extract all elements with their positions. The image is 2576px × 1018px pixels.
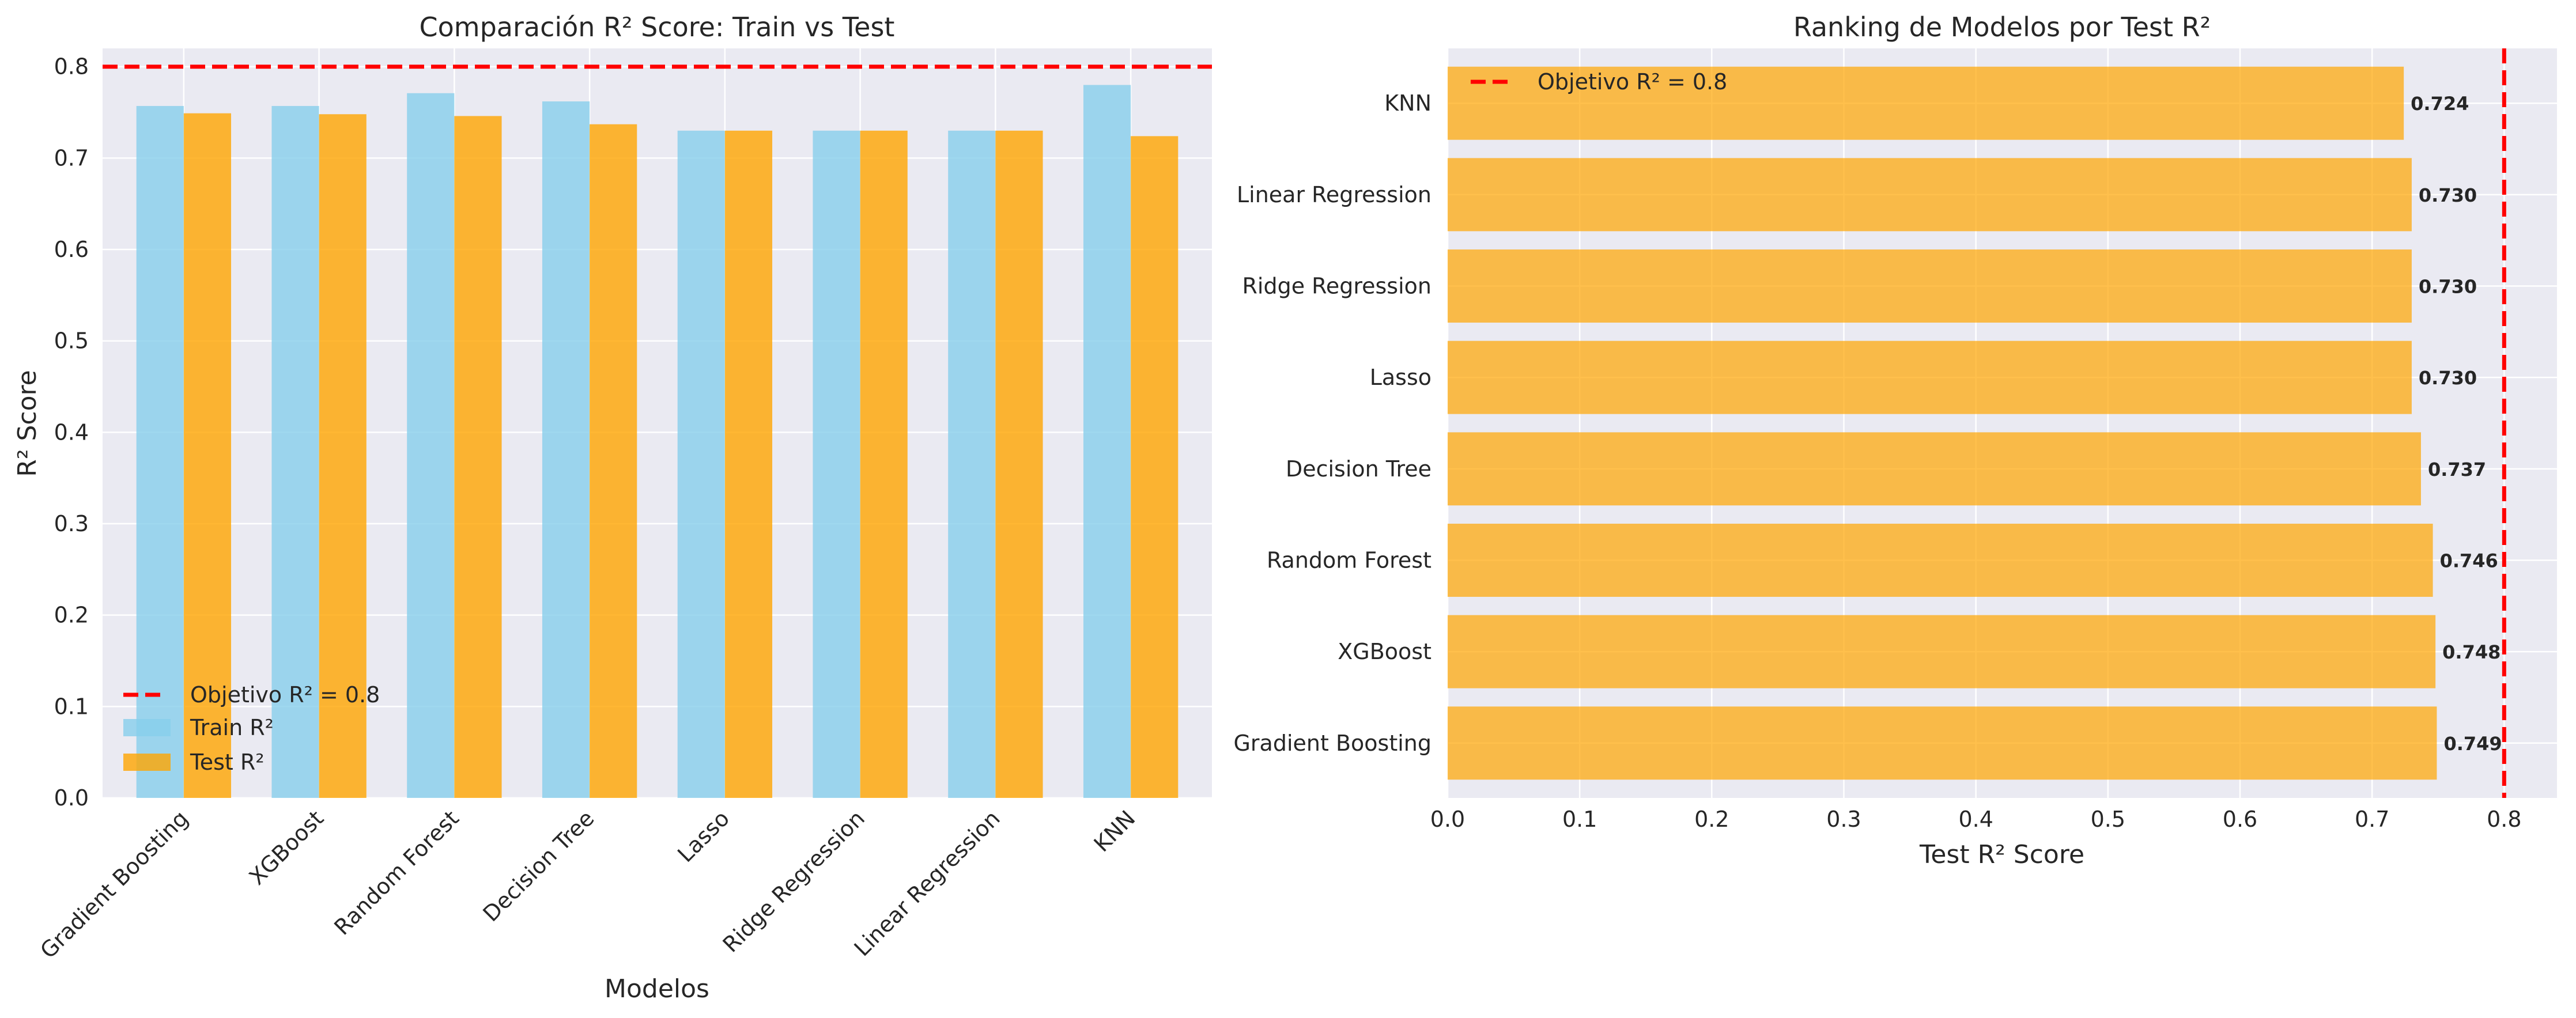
x-axis-label: Test R² Score [1919, 840, 2084, 869]
x-tick-label: Linear Regression [849, 805, 1005, 961]
x-tick-labels: Gradient Boosting XGBoost Random Forest Dec… [35, 805, 1140, 963]
y-tick-label: KNN [1384, 90, 1431, 116]
bar-linear-regression [1448, 158, 2412, 232]
value-label: 0.749 [2443, 733, 2502, 755]
bar-xgboost [1448, 615, 2436, 688]
x-tick-label: Ridge Regression [718, 805, 870, 957]
value-label: 0.746 [2440, 550, 2498, 572]
x-tick-label: 0.7 [2355, 807, 2389, 832]
value-labels: 0.749 0.748 0.746 0.737 0.730 0.730 0.730 0.724 [2411, 93, 2502, 755]
x-tick-label: 0.6 [2223, 807, 2257, 832]
bar-test-r-xgboost [319, 114, 367, 798]
y-tick-labels: Gradient Boosting XGBoost Random Forest Dec… [1233, 90, 1431, 756]
x-tick-label: KNN [1089, 805, 1140, 857]
value-label: 0.730 [2419, 184, 2477, 206]
x-tick-label: 0.0 [1430, 807, 1465, 832]
legend-train-label: Train R² [190, 715, 274, 740]
legend-test-label: Test R² [190, 750, 265, 775]
chart-title: Comparación R² Score: Train vs Test [420, 12, 895, 43]
x-tick-label: 0.3 [1826, 807, 1861, 832]
bar-gradient-boosting [1448, 706, 2437, 780]
x-axis-label: Modelos [605, 974, 709, 1004]
legend-test-swatch [123, 754, 171, 771]
y-tick-label: 0.7 [54, 145, 89, 171]
y-tick-label: 0.4 [54, 419, 89, 445]
x-tick-label: 0.2 [1694, 807, 1729, 832]
bar-random-forest [1448, 524, 2433, 597]
legend-train-swatch [123, 719, 171, 736]
y-tick-label: 0.5 [54, 328, 89, 354]
bar-train-r-knn [1083, 85, 1131, 798]
bar-test-r-lasso [724, 130, 773, 798]
y-tick-label: Linear Regression [1237, 182, 1431, 207]
y-tick-label: 0.1 [54, 694, 89, 719]
y-tick-label: 0.2 [54, 603, 89, 628]
bar-test-r-decision-tree [590, 124, 637, 798]
bars [1448, 66, 2437, 780]
bar-test-r-random-forest [454, 116, 502, 798]
x-tick-label: Lasso [673, 805, 734, 867]
y-tick-label: XGBoost [1338, 639, 1431, 664]
bar-train-r-gradient-boosting [136, 105, 184, 798]
legend-target-label: Objetivo R² = 0.8 [190, 682, 380, 707]
bar-train-r-ridge-regression [813, 130, 860, 798]
x-tick-label: 0.8 [2487, 807, 2521, 832]
x-tick-label: 0.1 [1562, 807, 1597, 832]
y-axis-label: R² Score [13, 370, 42, 476]
x-tick-label: 0.5 [2091, 807, 2125, 832]
legend-target-label: Objetivo R² = 0.8 [1538, 69, 1727, 94]
bars [136, 85, 1179, 798]
bar-test-r-gradient-boosting [183, 113, 232, 798]
x-tick-label: XGBoost [244, 805, 328, 890]
x-tick-label: 0.4 [1958, 807, 1993, 832]
bar-train-r-random-forest [407, 93, 455, 798]
bar-train-r-linear-regression [948, 130, 996, 798]
value-label: 0.730 [2419, 367, 2477, 389]
train-test-comparison-chart: 0.0 0.1 0.2 0.3 0.4 0.5 0.6 0.7 0.8 Gradient Boo… [13, 12, 1212, 1004]
test-r2-ranking-chart: Gradient Boosting XGBoost Random Forest Dec… [1233, 12, 2557, 869]
bar-train-r-xgboost [271, 105, 319, 798]
bar-knn [1448, 66, 2404, 140]
y-tick-label: 0.8 [54, 54, 89, 80]
x-tick-label: Decision Tree [478, 805, 599, 926]
x-tick-label: Gradient Boosting [35, 805, 193, 963]
x-tick-label: Random Forest [329, 805, 463, 940]
bar-test-r-ridge-regression [860, 130, 908, 798]
bar-decision-tree [1448, 432, 2421, 506]
y-tick-labels: 0.0 0.1 0.2 0.3 0.4 0.5 0.6 0.7 0.8 [54, 54, 89, 811]
bar-train-r-lasso [677, 130, 725, 798]
y-tick-label: Decision Tree [1286, 456, 1431, 482]
bar-test-r-knn [1131, 136, 1179, 798]
value-label: 0.730 [2419, 276, 2477, 298]
value-label: 0.737 [2428, 459, 2486, 480]
bar-train-r-decision-tree [542, 101, 590, 798]
value-label: 0.748 [2442, 641, 2501, 663]
y-tick-label: 0.3 [54, 511, 89, 536]
chart-title: Ranking de Modelos por Test R² [1793, 12, 2211, 43]
x-tick-labels: 0.0 0.1 0.2 0.3 0.4 0.5 0.6 0.7 0.8 [1430, 807, 2522, 832]
legend: Objetivo R² = 0.8 [1471, 69, 1727, 94]
y-tick-label: 0.0 [54, 785, 89, 811]
legend: Objetivo R² = 0.8 Train R² Test R² [123, 682, 380, 775]
bar-ridge-regression [1448, 249, 2412, 323]
y-tick-label: Ridge Regression [1242, 274, 1431, 299]
y-tick-label: Gradient Boosting [1233, 731, 1431, 756]
y-tick-label: 0.6 [54, 237, 89, 262]
bar-test-r-linear-regression [995, 130, 1043, 798]
y-tick-label: Lasso [1370, 365, 1431, 390]
value-label: 0.724 [2411, 93, 2469, 115]
y-tick-label: Random Forest [1267, 547, 1431, 573]
bar-lasso [1448, 340, 2412, 414]
